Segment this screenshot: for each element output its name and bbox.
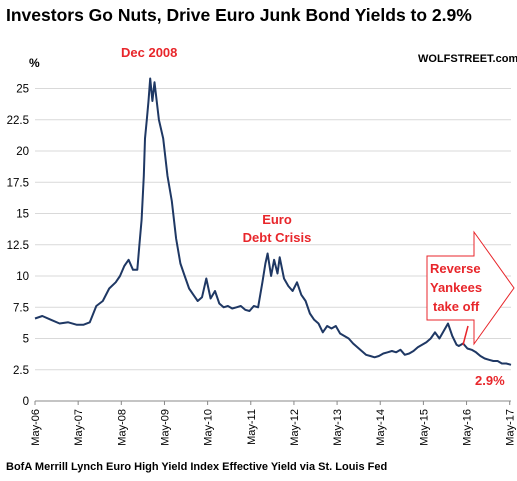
annotation-crisis-line2: Debt Crisis bbox=[243, 230, 312, 245]
x-tick-label: May-09 bbox=[159, 409, 171, 446]
x-tick-label: May-10 bbox=[203, 409, 215, 446]
annotation-reverse-line1: Reverse bbox=[430, 261, 481, 276]
annotation-crisis-line1: Euro bbox=[262, 212, 292, 227]
x-tick-label: May-13 bbox=[332, 409, 344, 446]
reverse-yankees-arrow bbox=[426, 230, 515, 346]
x-axis-ticks: May-06 May-07 May-08 May-09 May-10 May-11 May-… bbox=[30, 401, 517, 446]
gridlines bbox=[35, 88, 511, 371]
y-tick-label: 2.5 bbox=[13, 365, 29, 377]
brand-label: WOLFSTREET.com bbox=[418, 53, 517, 65]
y-tick-label: 5 bbox=[23, 334, 29, 346]
y-tick-label: 22.5 bbox=[7, 115, 29, 127]
x-tick-label: May-14 bbox=[375, 409, 387, 446]
y-tick-label: 12.5 bbox=[7, 240, 29, 252]
x-tick-label: May-06 bbox=[30, 409, 42, 446]
annotation-reverse-line3: take off bbox=[433, 299, 480, 314]
annotation-reverse-line2: Yankees bbox=[430, 280, 482, 295]
source-note: BofA Merrill Lynch Euro High Yield Index… bbox=[6, 461, 387, 473]
annotation-peak: Dec 2008 bbox=[121, 45, 177, 60]
x-tick-label: May-15 bbox=[418, 409, 430, 446]
y-tick-label: 25 bbox=[16, 84, 29, 96]
x-tick-label: May-12 bbox=[289, 409, 301, 446]
chart-title: Investors Go Nuts, Drive Euro Junk Bond … bbox=[6, 5, 472, 25]
series-line bbox=[34, 77, 512, 366]
y-tick-label: 0 bbox=[23, 396, 29, 408]
y-tick-label: 10 bbox=[16, 271, 29, 283]
x-tick-label: May-16 bbox=[462, 409, 474, 446]
y-tick-label: 15 bbox=[16, 209, 29, 221]
annotations: Dec 2008 Euro Debt Crisis Reverse Yankee… bbox=[121, 45, 515, 388]
x-tick-label: May-07 bbox=[73, 409, 85, 446]
y-tick-label: 20 bbox=[16, 146, 29, 158]
x-tick-label: May-11 bbox=[246, 409, 258, 445]
y-unit-label: % bbox=[29, 56, 40, 70]
y-axis-ticks: 0 2.5 5 7.5 10 12.5 15 17.5 20 22.5 25 bbox=[7, 84, 29, 409]
y-tick-label: 7.5 bbox=[13, 302, 29, 314]
y-tick-label: 17.5 bbox=[7, 177, 29, 189]
x-tick-label: May-17 bbox=[505, 409, 517, 446]
annotation-last-value: 2.9% bbox=[475, 373, 505, 388]
x-tick-label: May-08 bbox=[116, 409, 128, 446]
annotation-pointer bbox=[462, 325, 469, 346]
